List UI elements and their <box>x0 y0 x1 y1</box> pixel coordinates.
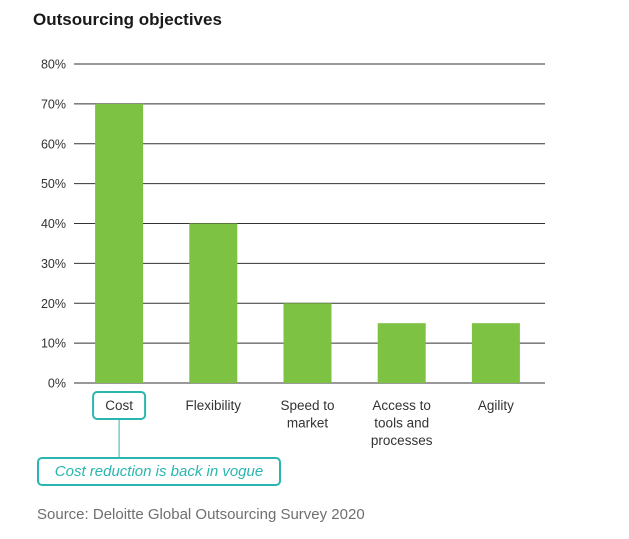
y-tick-label: 10% <box>41 337 66 351</box>
bar <box>283 303 332 383</box>
y-tick-label: 50% <box>41 177 66 191</box>
source-note: Source: Deloitte Global Outsourcing Surv… <box>37 506 365 523</box>
y-tick-label: 0% <box>48 377 66 391</box>
bar <box>95 103 144 383</box>
x-category-label: Speed to market <box>280 398 334 431</box>
x-category-label: Cost <box>105 398 133 413</box>
bar <box>471 323 520 383</box>
cost-annotation-callout: Cost reduction is back in vogue <box>37 457 281 486</box>
y-tick-label: 40% <box>41 217 66 231</box>
y-tick-label: 20% <box>41 297 66 311</box>
y-tick-label: 60% <box>41 137 66 151</box>
x-category-label: Agility <box>478 398 514 413</box>
bar <box>189 223 238 383</box>
y-tick-label: 30% <box>41 257 66 271</box>
chart-title: Outsourcing objectives <box>33 10 222 29</box>
y-tick-label: 80% <box>41 58 66 72</box>
x-category-label: Flexibility <box>186 398 242 413</box>
bar <box>377 323 426 383</box>
y-tick-label: 70% <box>41 97 66 111</box>
x-category-label: Access to tools and processes <box>371 398 433 448</box>
